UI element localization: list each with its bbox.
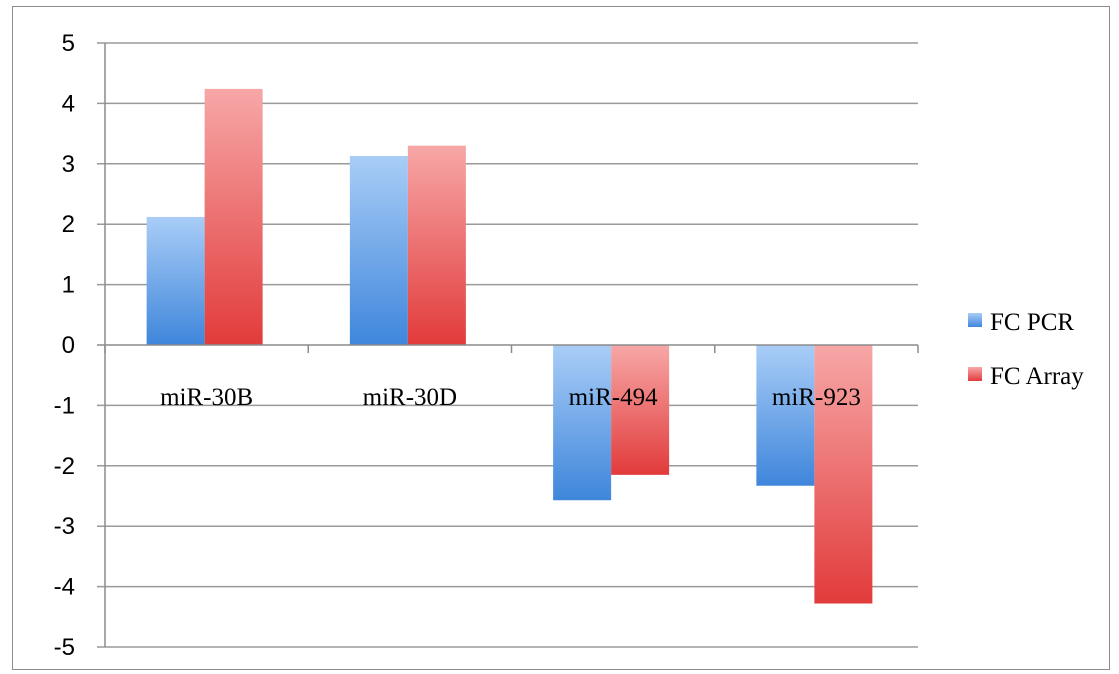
bar-fc-pcr (553, 345, 612, 501)
legend-label: FC Array (990, 363, 1084, 390)
legend-label: FC PCR (990, 309, 1074, 336)
legend: FC PCR FC Array (968, 309, 1084, 390)
bar-fc-array (204, 88, 263, 346)
x-category-label: miR-30D (363, 384, 457, 411)
legend-swatch-fc-array (968, 367, 982, 381)
y-tick-label: -4 (54, 574, 75, 601)
y-tick-label: 3 (62, 151, 75, 178)
y-tick-label: 5 (62, 30, 75, 57)
bar-fc-array (407, 145, 466, 345)
bar-fc-array (611, 345, 670, 475)
legend-swatch-fc-pcr (968, 313, 982, 327)
bar-fc-pcr (756, 345, 815, 486)
x-category-label: miR-494 (569, 384, 658, 411)
bar-fc-pcr (349, 155, 408, 345)
y-tick-label: -3 (54, 513, 75, 540)
y-tick-label: 1 (62, 272, 75, 299)
labels: 5 4 3 2 1 0 -1 -2 -3 -4 -5 miR-30B miR-30D miR-494 miR… (54, 30, 861, 661)
y-tick-label: 0 (62, 332, 75, 359)
y-tick-label: -1 (54, 392, 75, 419)
y-tick-label: 4 (62, 90, 75, 117)
x-category-label: miR-923 (772, 384, 861, 411)
bar-fc-array (814, 345, 873, 604)
y-tick-label: -2 (54, 453, 75, 480)
axes (97, 43, 919, 647)
y-tick-label: -5 (54, 634, 75, 661)
bars (146, 88, 873, 604)
y-tick-label: 2 (62, 211, 75, 238)
bar-fc-pcr (146, 216, 205, 345)
x-category-label: miR-30B (160, 384, 253, 411)
